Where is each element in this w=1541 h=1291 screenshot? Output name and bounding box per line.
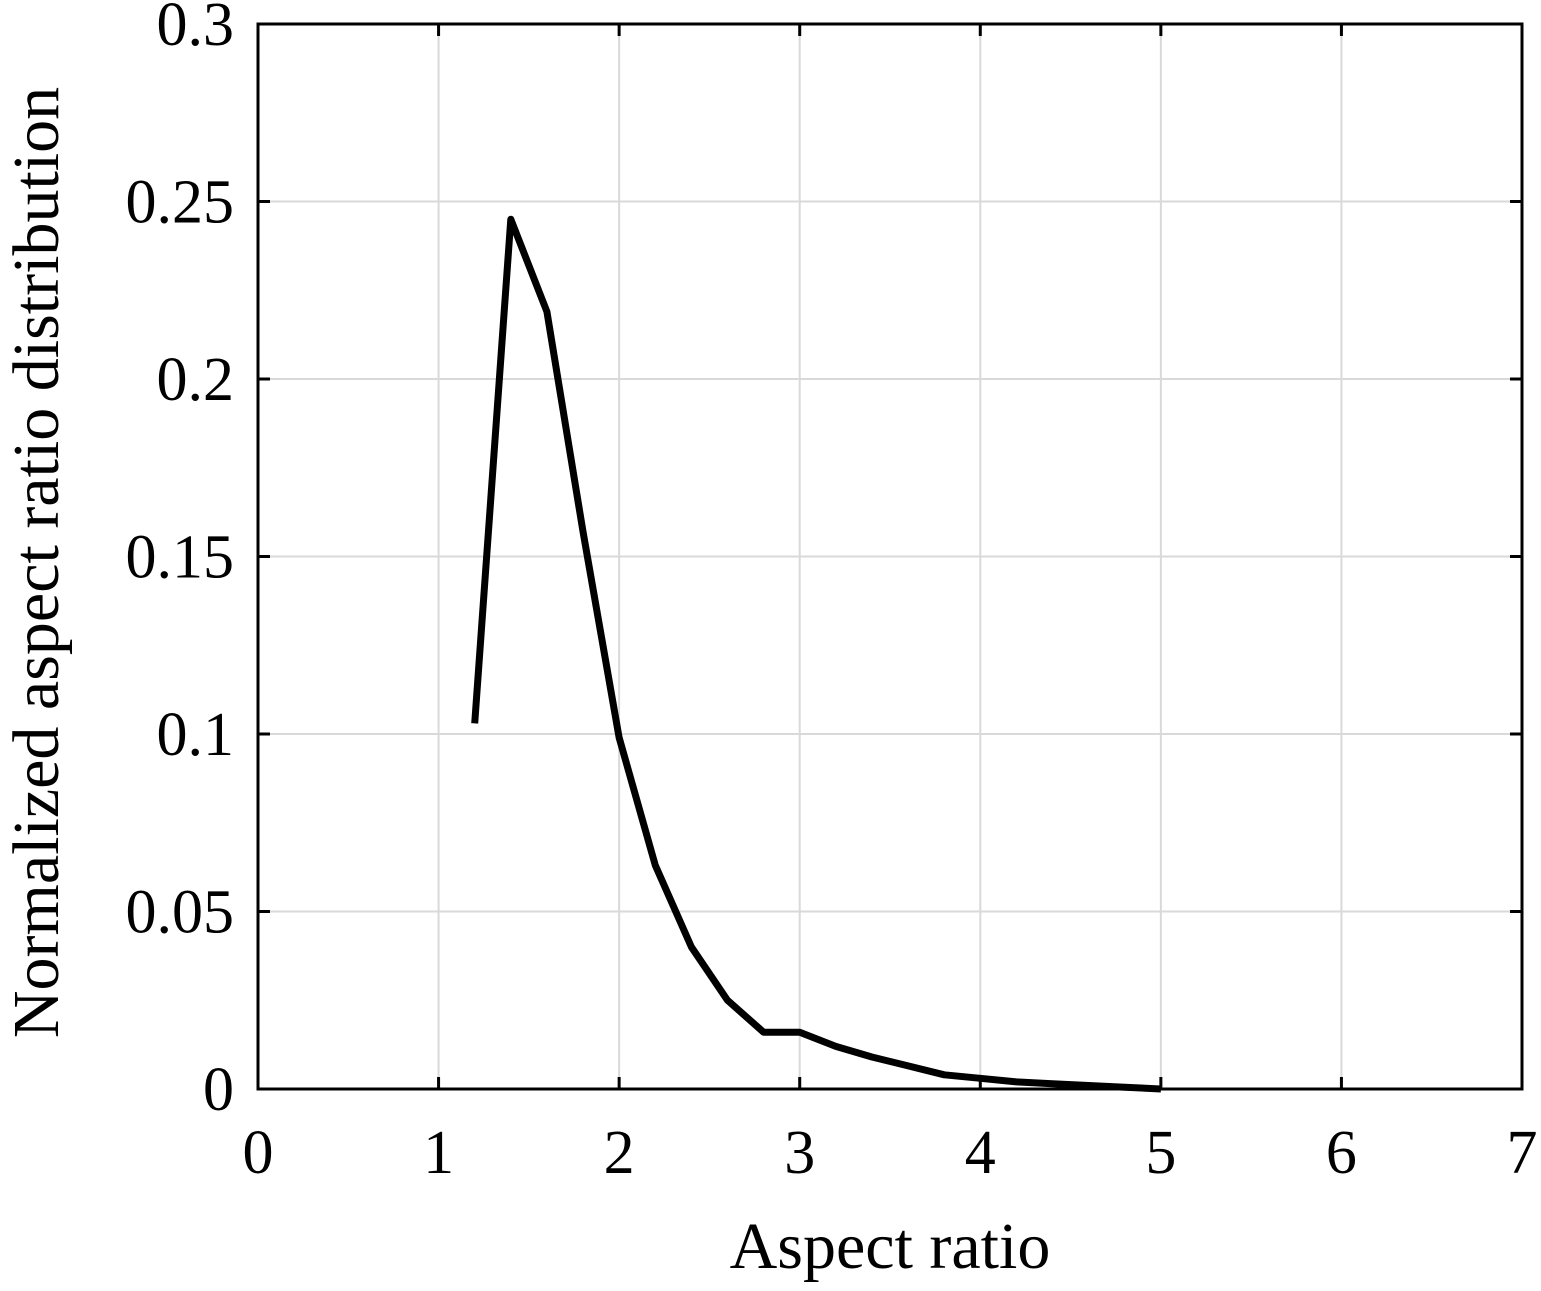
x-tick-label: 3	[784, 1119, 815, 1187]
x-axis-label: Aspect ratio	[730, 1210, 1051, 1283]
y-tick-labels: 0 0.05 0.1 0.15 0.2 0.25 0.3	[126, 0, 235, 1124]
tick-marks	[256, 22, 1524, 1091]
y-tick-label: 0.15	[126, 524, 235, 592]
y-tick-label: 0.1	[157, 701, 235, 769]
x-tick-label: 5	[1145, 1119, 1176, 1187]
series-line	[471, 215, 1162, 1093]
y-tick-label: 0	[203, 1056, 234, 1124]
x-tick-label: 4	[965, 1119, 996, 1187]
x-tick-label: 6	[1326, 1119, 1357, 1187]
y-axis-label: Normalized aspect ratio distribution	[0, 87, 73, 1038]
series-layer	[471, 215, 1162, 1093]
y-tick-label: 0.05	[126, 879, 235, 947]
x-tick-label: 0	[243, 1119, 274, 1187]
x-tick-label: 7	[1507, 1119, 1538, 1187]
x-tick-label: 1	[423, 1119, 454, 1187]
grid-lines	[257, 23, 1523, 1090]
y-tick-label: 0.25	[126, 169, 235, 237]
y-tick-label: 0.2	[157, 346, 235, 414]
x-tick-label: 2	[604, 1119, 635, 1187]
x-tick-labels: 0 1 2 3 4 5 6 7	[243, 1119, 1538, 1187]
y-tick-label: 0.3	[157, 0, 235, 59]
